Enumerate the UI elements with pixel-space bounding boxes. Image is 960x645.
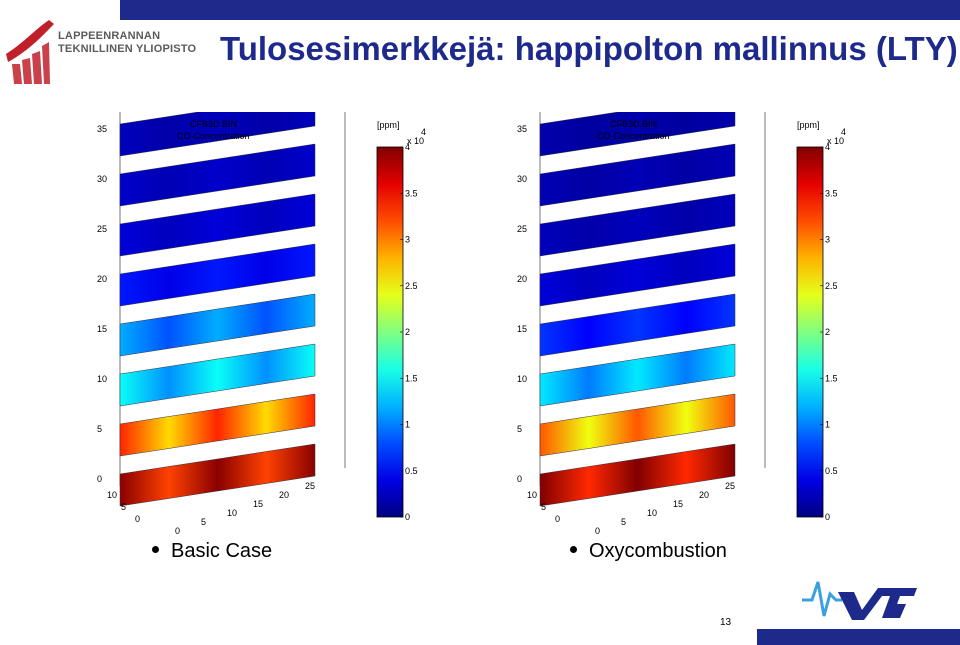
- heatmap-slice-z30: [119, 143, 316, 207]
- x-tick-label: 10: [647, 508, 657, 518]
- lut-logo-icon: [6, 20, 54, 84]
- z-tick-label: 30: [517, 174, 527, 184]
- z-tick-label: 0: [517, 474, 522, 484]
- x-tick-label: 20: [279, 490, 289, 500]
- colorbar-tick-label: 1: [825, 420, 830, 430]
- file-label: CFB3D.BIN: [190, 119, 237, 129]
- file-label: CFB3D.BIN: [610, 119, 657, 129]
- colorbar-tick-label: 3.5: [825, 188, 838, 198]
- y-tick-label: 10: [107, 490, 117, 500]
- panel-basic-case: 45403530252015105005101520251050CFB3D.BI…: [95, 112, 515, 542]
- x-tick-label: 15: [673, 499, 683, 509]
- z-tick-label: 25: [97, 224, 107, 234]
- heatmap-slice-z25: [119, 193, 316, 257]
- y-tick-label: 0: [135, 514, 140, 524]
- z-tick-label: 20: [517, 274, 527, 284]
- page-number: 13: [720, 617, 732, 628]
- heatmap-slice-z15: [539, 293, 736, 357]
- colorbar: [796, 146, 824, 518]
- colorbar-tick-label: 0: [825, 512, 830, 522]
- heatmap-slice-z35: [119, 112, 316, 157]
- colorbar-tick-label: 2.5: [825, 281, 838, 291]
- heatmap-slice-z0: [539, 443, 736, 507]
- university-name-line2: TEKNILLINEN YLIOPISTO: [58, 43, 197, 55]
- z-tick-label: 35: [517, 124, 527, 134]
- colorbar-tick-label: 2: [825, 327, 830, 337]
- heatmap-slice-z15: [119, 293, 316, 357]
- z-tick-label: 20: [97, 274, 107, 284]
- colorbar-multiplier: x 10: [827, 136, 844, 146]
- z-tick-label: 10: [97, 374, 107, 384]
- y-tick-label: 10: [527, 490, 537, 500]
- bullet-dot: [570, 546, 577, 554]
- slide-title: Tulosesimerkkejä: happipolton mallinnus …: [220, 30, 958, 67]
- heatmap-slice-z10: [119, 343, 316, 407]
- x-tick-label: 0: [595, 526, 600, 536]
- x-tick-label: 0: [175, 526, 180, 536]
- colorbar-exponent: 4: [841, 127, 846, 137]
- z-tick-label: 0: [97, 474, 102, 484]
- vtt-logo-icon: [802, 581, 917, 620]
- top-bar: [0, 0, 960, 20]
- y-tick-label: 5: [541, 502, 546, 512]
- z-tick-label: 10: [517, 374, 527, 384]
- unit-label: [ppm]: [377, 120, 400, 130]
- colorbar-tick-label: 1: [405, 420, 410, 430]
- colorbar-tick-label: 1.5: [825, 373, 838, 383]
- colorbar-tick-label: 4: [405, 142, 410, 152]
- bullet-dot: [152, 546, 159, 554]
- heatmap-slice-z20: [119, 243, 316, 307]
- z-tick-label: 35: [97, 124, 107, 134]
- colorbar-multiplier: x 10: [407, 136, 424, 146]
- chart-title: CO-Concentration: [597, 131, 670, 141]
- z-tick-label: 25: [517, 224, 527, 234]
- z-tick-label: 30: [97, 174, 107, 184]
- colorbar-tick-label: 2: [405, 327, 410, 337]
- z-tick-label: 15: [97, 324, 107, 334]
- colorbar-tick-label: 1.5: [405, 373, 418, 383]
- colorbar-tick-label: 4: [825, 142, 830, 152]
- colorbar-tick-label: 3: [405, 235, 410, 245]
- bullet-label: Basic Case: [171, 540, 273, 562]
- heatmap-slice-z5: [539, 393, 736, 457]
- university-name-line1: LAPPEENRANNAN: [58, 30, 161, 42]
- colorbar-tick-label: 0: [405, 512, 410, 522]
- colorbar-exponent: 4: [421, 127, 426, 137]
- colorbar-tick-label: 3.5: [405, 188, 418, 198]
- top-bar-cut: [0, 0, 120, 20]
- heatmap-slice-z0: [119, 443, 316, 507]
- x-tick-label: 25: [305, 481, 315, 491]
- x-tick-label: 10: [227, 508, 237, 518]
- colorbar-tick-label: 3: [825, 235, 830, 245]
- x-tick-label: 5: [201, 517, 206, 527]
- heatmap-slice-z30: [539, 143, 736, 207]
- bottom-bar: [757, 629, 960, 645]
- panel-oxycombustion: 45403530252015105005101520251050CFB3D.BI…: [515, 112, 935, 542]
- x-tick-label: 5: [621, 517, 626, 527]
- colorbar-tick-label: 0.5: [405, 466, 418, 476]
- colorbar-tick-label: 2.5: [405, 281, 418, 291]
- colorbar: [376, 146, 404, 518]
- x-tick-label: 20: [699, 490, 709, 500]
- y-tick-label: 0: [555, 514, 560, 524]
- heatmap-stack-basic-case: 45403530252015105005101520251050CFB3D.BI…: [97, 112, 426, 536]
- z-tick-label: 5: [517, 424, 522, 434]
- heatmap-stack-oxycombustion: 45403530252015105005101520251050CFB3D.BI…: [517, 112, 846, 536]
- heatmap-slice-z5: [119, 393, 316, 457]
- y-tick-label: 5: [121, 502, 126, 512]
- z-tick-label: 15: [517, 324, 527, 334]
- chart-title: CO-Concentration: [177, 131, 250, 141]
- bullet-oxycombustion: Oxycombustion: [570, 540, 727, 563]
- heatmap-slice-z25: [539, 193, 736, 257]
- heatmap-slice-z20: [539, 243, 736, 307]
- z-tick-label: 5: [97, 424, 102, 434]
- bullet-basic-case: Basic Case: [152, 540, 272, 563]
- x-tick-label: 25: [725, 481, 735, 491]
- unit-label: [ppm]: [797, 120, 820, 130]
- bullet-label: Oxycombustion: [589, 540, 727, 562]
- heatmap-slice-z35: [539, 112, 736, 157]
- heatmap-slice-z10: [539, 343, 736, 407]
- colorbar-tick-label: 0.5: [825, 466, 838, 476]
- x-tick-label: 15: [253, 499, 263, 509]
